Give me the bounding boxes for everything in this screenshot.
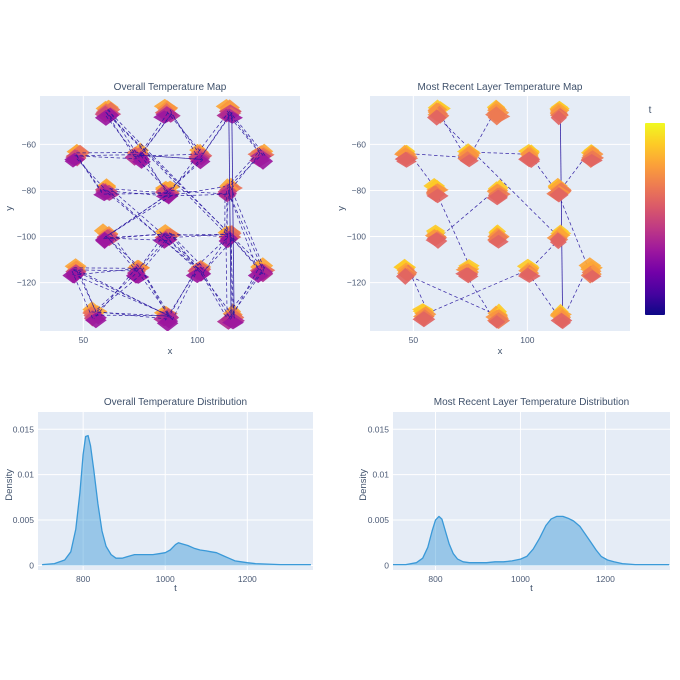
svg-text:−120: −120 xyxy=(17,278,36,288)
svg-text:50: 50 xyxy=(409,335,419,345)
svg-text:0: 0 xyxy=(29,560,34,570)
dist-recent-yaxis-label: Density xyxy=(358,469,369,501)
map-recent-plot: 50 100 −60 −80 −100 −120 xyxy=(347,96,630,345)
dist-overall-plot: 800 1000 1200 0 0.005 0.01 0.015 xyxy=(13,412,313,584)
svg-text:800: 800 xyxy=(76,574,90,584)
dist-recent-xaxis-label: t xyxy=(530,583,533,594)
svg-text:−100: −100 xyxy=(17,232,36,242)
svg-text:0: 0 xyxy=(384,560,389,570)
map-overall-title: Overall Temperature Map xyxy=(113,82,227,93)
svg-text:0.01: 0.01 xyxy=(372,470,389,480)
svg-text:100: 100 xyxy=(190,335,204,345)
dist-overall-yaxis-label: Density xyxy=(4,469,15,501)
svg-text:1200: 1200 xyxy=(596,574,615,584)
svg-text:1200: 1200 xyxy=(238,574,257,584)
svg-text:0.015: 0.015 xyxy=(368,424,390,434)
map-overall-xaxis-label: x xyxy=(167,346,173,357)
svg-text:0.005: 0.005 xyxy=(368,515,390,525)
svg-text:0.005: 0.005 xyxy=(13,515,35,525)
svg-text:−80: −80 xyxy=(22,185,37,195)
svg-text:−100: −100 xyxy=(347,232,366,242)
map-recent-xaxis-label: x xyxy=(497,346,503,357)
svg-text:1000: 1000 xyxy=(156,574,175,584)
dist-recent-title: Most Recent Layer Temperature Distributi… xyxy=(433,397,630,408)
map-overall-yaxis-label: y xyxy=(4,206,15,211)
colorbar xyxy=(645,123,665,315)
svg-text:800: 800 xyxy=(428,574,442,584)
svg-text:0.01: 0.01 xyxy=(17,470,34,480)
svg-text:−120: −120 xyxy=(347,278,366,288)
colorbar-title: t xyxy=(648,105,652,116)
map-recent-title: Most Recent Layer Temperature Map xyxy=(417,82,583,93)
svg-text:1000: 1000 xyxy=(511,574,530,584)
svg-text:−60: −60 xyxy=(352,139,367,149)
svg-text:100: 100 xyxy=(520,335,534,345)
dist-recent-plot: 800 1000 1200 0 0.005 0.01 0.015 xyxy=(368,412,670,584)
dist-overall-title: Overall Temperature Distribution xyxy=(103,397,248,408)
svg-text:−60: −60 xyxy=(22,139,37,149)
svg-text:0.015: 0.015 xyxy=(13,424,35,434)
map-recent-yaxis-label: y xyxy=(336,206,347,211)
svg-text:50: 50 xyxy=(79,335,89,345)
map-overall-plot: 50 100 −60 −80 −100 −120 xyxy=(17,96,300,345)
svg-text:−80: −80 xyxy=(352,185,367,195)
dist-overall-xaxis-label: t xyxy=(174,583,177,594)
